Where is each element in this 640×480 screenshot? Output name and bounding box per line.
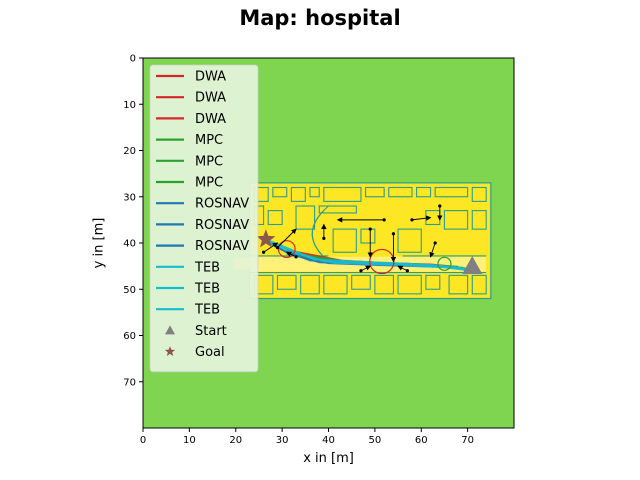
- obstacle-circle-0: [277, 240, 296, 258]
- obstacle-point-6: [391, 232, 396, 236]
- map-room: [295, 205, 316, 230]
- legend-label-teb: TEB: [194, 260, 220, 275]
- legend-label-start: Start: [195, 324, 227, 339]
- map-room: [290, 186, 306, 202]
- start-marker: [462, 256, 483, 275]
- y-tick-label: 0: [130, 54, 136, 65]
- y-tick-label: 40: [123, 239, 136, 250]
- legend-label-teb: TEB: [194, 282, 220, 297]
- legend-label-goal: Goal: [195, 345, 225, 360]
- y-tick-label: 70: [123, 377, 136, 388]
- map-room: [397, 228, 422, 253]
- map-room: [443, 210, 469, 230]
- map-room: [397, 274, 422, 295]
- map-room: [434, 186, 469, 198]
- y-tick-label: 50: [123, 285, 136, 296]
- obstacle-point-1: [261, 250, 266, 254]
- legend-label-rosnav: ROSNAV: [195, 218, 249, 233]
- obstacle-point-11: [294, 255, 298, 259]
- obstacle-point-7: [433, 241, 437, 245]
- obstacle-point-3: [410, 218, 414, 222]
- x-tick-label: 20: [229, 435, 242, 446]
- obstacle-arrow-3: [411, 215, 432, 221]
- map-curved-wall: [311, 210, 325, 258]
- obstacle-arrow-1: [263, 242, 279, 253]
- trajectory-teb-10: [267, 240, 468, 271]
- y-tick-label: 30: [123, 192, 136, 203]
- legend-label-mpc: MPC: [195, 176, 223, 191]
- x-tick-label: 10: [183, 435, 196, 446]
- obstacle-arrow-7: [429, 242, 436, 258]
- x-tick-label: 0: [140, 435, 146, 446]
- goal-marker: [256, 229, 276, 248]
- map-room: [332, 228, 357, 253]
- map-room: [365, 186, 385, 198]
- obstacle-point-5: [368, 227, 372, 231]
- map-room: [272, 186, 288, 198]
- map-room: [267, 210, 283, 226]
- map-room: [323, 274, 348, 295]
- map-room: [388, 186, 413, 198]
- legend-label-mpc: MPC: [195, 154, 223, 169]
- legend-label-mpc: MPC: [195, 133, 223, 148]
- y-axis-label: y in [m]: [91, 217, 107, 269]
- map-room: [448, 274, 469, 295]
- legend-label-dwa: DWA: [195, 91, 226, 106]
- y-tick-label: 20: [123, 146, 136, 157]
- obstacle-point-4: [322, 236, 326, 240]
- map-room: [374, 274, 394, 295]
- trajectory-teb-11: [267, 241, 468, 272]
- x-axis-label: x in [m]: [303, 451, 354, 466]
- x-tick-label: 30: [276, 435, 289, 446]
- map-room: [416, 186, 432, 198]
- x-tick-label: 60: [415, 435, 428, 446]
- obstacle-arrow-0: [277, 228, 297, 248]
- y-tick-label: 10: [123, 100, 136, 111]
- legend-label-dwa: DWA: [195, 112, 226, 127]
- obstacle-point-10: [438, 204, 442, 208]
- obstacle-arrow-11: [285, 251, 297, 258]
- legend-swatch-start: [165, 325, 175, 335]
- obstacle-circle-2: [437, 256, 452, 271]
- map-room: [425, 274, 441, 290]
- map-room: [276, 274, 297, 290]
- obstacle-point-9: [359, 269, 363, 273]
- map-room: [471, 274, 487, 295]
- map-room: [360, 228, 376, 244]
- map-room: [471, 186, 487, 202]
- map-room: [351, 274, 371, 290]
- x-tick-label: 70: [461, 435, 474, 446]
- obstacle-point-8: [405, 269, 409, 273]
- legend-label-teb: TEB: [194, 303, 220, 318]
- legend-swatch-goal: [164, 346, 176, 356]
- map-room: [323, 186, 362, 202]
- legend-label-dwa: DWA: [195, 70, 226, 85]
- chart-title: Map: hospital: [239, 6, 401, 30]
- map-room: [300, 274, 320, 295]
- x-tick-label: 40: [322, 435, 335, 446]
- legend-label-rosnav: ROSNAV: [195, 239, 249, 254]
- obstacle-point-0: [275, 246, 280, 250]
- obstacle-arrow-9: [360, 265, 372, 272]
- legend-label-rosnav: ROSNAV: [195, 197, 249, 212]
- obstacle-arrow-8: [397, 265, 408, 272]
- map-room: [318, 205, 357, 214]
- map-room: [309, 186, 320, 198]
- y-tick-label: 60: [123, 331, 136, 342]
- map-room: [471, 210, 487, 230]
- x-tick-label: 50: [369, 435, 382, 446]
- legend-box: [149, 64, 259, 373]
- obstacle-point-2: [382, 218, 386, 222]
